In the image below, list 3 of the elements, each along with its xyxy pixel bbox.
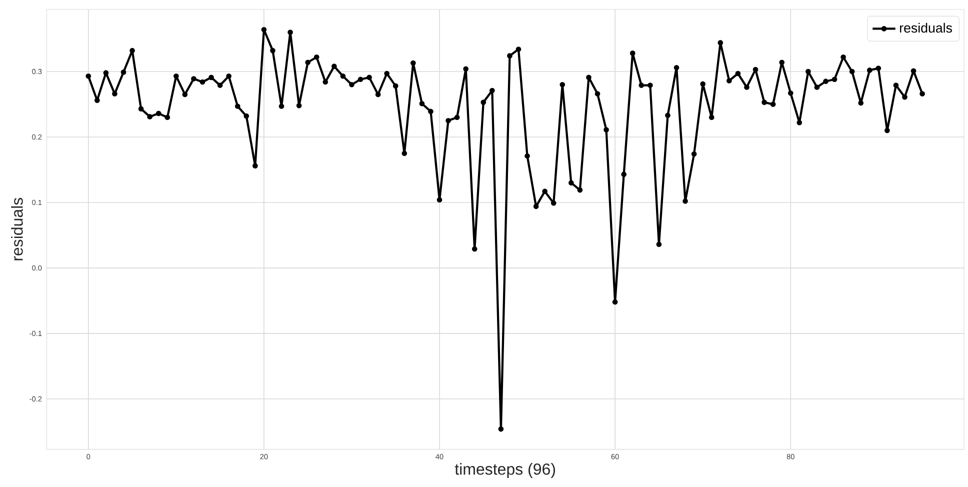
y-axis-title: residuals: [11, 198, 23, 260]
legend-label: residuals: [900, 23, 952, 33]
x-axis-title: timesteps (96): [454, 463, 555, 478]
